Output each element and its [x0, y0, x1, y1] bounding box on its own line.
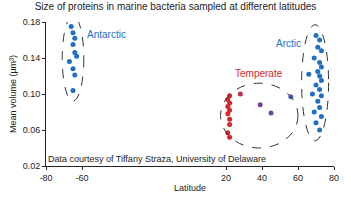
svg-text:-60: -60 — [75, 173, 88, 183]
svg-text:Size of proteins in marine bac: Size of proteins in marine bacteria samp… — [35, 1, 317, 12]
svg-text:40: 40 — [257, 173, 267, 183]
svg-text:80: 80 — [329, 173, 339, 183]
svg-text:0.14: 0.14 — [23, 53, 41, 63]
svg-text:0.06: 0.06 — [23, 125, 41, 135]
svg-text:0.18: 0.18 — [23, 17, 41, 27]
svg-text:Data courtesy of Tiffany Straz: Data courtesy of Tiffany Straza, Univers… — [48, 154, 266, 164]
svg-text:Temperate: Temperate — [235, 68, 283, 79]
svg-text:Antarctic: Antarctic — [87, 29, 126, 40]
svg-text:60: 60 — [293, 173, 303, 183]
svg-text:20: 20 — [221, 173, 231, 183]
svg-text:0.02: 0.02 — [23, 161, 41, 171]
svg-text:0.10: 0.10 — [23, 89, 41, 99]
svg-text:-80: -80 — [39, 173, 52, 183]
svg-text:Arctic: Arctic — [276, 38, 301, 49]
svg-text:Mean volume (µm³): Mean volume (µm³) — [8, 55, 18, 133]
svg-text:Latitude: Latitude — [174, 183, 206, 193]
